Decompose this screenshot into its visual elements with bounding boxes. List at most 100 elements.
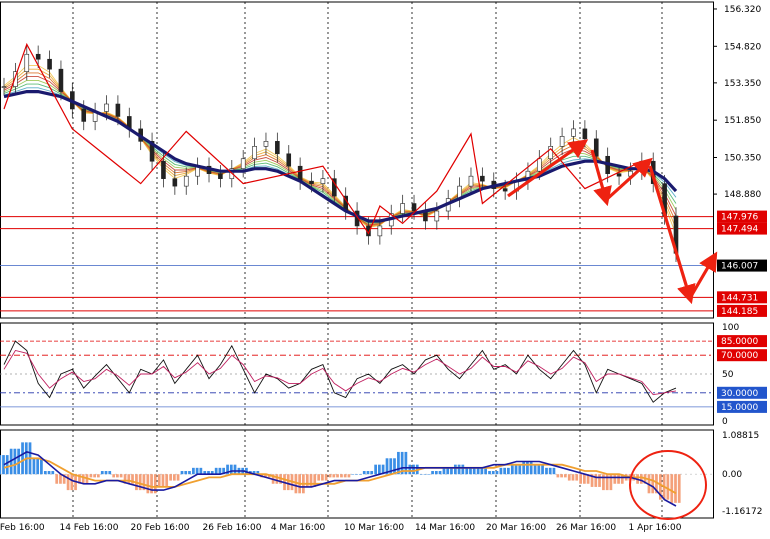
macd-bar-30-1 <box>343 474 347 478</box>
macd-bar-37-2 <box>427 474 431 475</box>
long-ma-line <box>3 90 678 223</box>
macd-bar-46-0 <box>522 461 526 475</box>
candle-body-15 <box>172 178 178 187</box>
time-label: 26 Feb 16:00 <box>202 523 261 533</box>
macd-bar-47-2 <box>541 464 544 475</box>
macd-bar-0-0 <box>0 455 2 475</box>
macd-tick-label: -1.16172 <box>722 507 762 517</box>
macd-bar-32-1 <box>366 471 370 475</box>
candle-body-42 <box>480 175 485 182</box>
macd-bar-51-0 <box>579 474 583 484</box>
macd-bar-3-1 <box>36 458 40 475</box>
macd-bar-52-2 <box>598 474 601 487</box>
macd-bar-21-2 <box>245 467 248 475</box>
level-tag-label: 144.731 <box>721 293 758 303</box>
macd-bar-18-1 <box>207 471 210 475</box>
macd-bar-20-1 <box>229 464 233 475</box>
macd-bar-46-1 <box>526 461 529 475</box>
macd-bar-45-2 <box>518 464 522 475</box>
level-tag-label: 147.976 <box>721 213 758 223</box>
macd-bar-44-0 <box>499 467 503 475</box>
macd-bar-30-2 <box>347 474 351 478</box>
trend-arrow-1 <box>590 149 612 207</box>
stoch-tag-label: 85.0000 <box>721 337 758 347</box>
candle-body-0 <box>1 86 7 88</box>
level-tag-label: 147.494 <box>721 225 758 235</box>
macd-bar-4-1 <box>47 471 51 475</box>
level-tag-bg-1 <box>717 222 767 235</box>
macd-bar-19-1 <box>218 467 222 475</box>
trend-annotations <box>507 139 718 520</box>
macd-bar-8-0 <box>89 474 93 478</box>
time-label: 10 Mar 16:00 <box>344 523 404 533</box>
ma-ribbon-3 <box>3 76 677 226</box>
time-axis: 0 Feb 16:00 14 Feb 16:00 20 Feb 16:00 26 Fe… <box>0 523 682 533</box>
trend-arrow-2 <box>604 157 653 202</box>
macd-bar-51-1 <box>583 474 586 484</box>
candle-body-4 <box>47 58 52 70</box>
macd-signal-line <box>3 457 677 495</box>
level-tag-bg-4 <box>717 304 767 317</box>
macd-bar-15-1 <box>172 474 176 481</box>
macd-bar-41-1 <box>469 467 472 475</box>
candle-body-44 <box>502 188 508 192</box>
macd-bar-53-2 <box>609 474 613 491</box>
macd-bar-28-2 <box>324 474 328 481</box>
macd-bar-16-1 <box>184 471 188 475</box>
macd-panel <box>0 442 713 507</box>
price-tick-label: 148.880 <box>724 190 761 200</box>
stoch-tick-label: 0 <box>722 417 728 427</box>
candle-body-36 <box>411 203 417 212</box>
candle-body-48 <box>548 146 554 160</box>
macd-bar-50-1 <box>571 474 575 481</box>
macd-bar-10-1 <box>116 474 119 478</box>
macd-bar-44-2 <box>507 467 510 475</box>
macd-bar-52-0 <box>590 474 594 487</box>
time-label: 26 Mar 16:00 <box>556 523 616 533</box>
macd-bar-54-1 <box>617 474 620 484</box>
macd-bar-39-2 <box>450 467 453 475</box>
macd-bar-53-1 <box>605 474 609 491</box>
price-tick-label: 156.320 <box>724 5 761 15</box>
macd-bar-7-0 <box>78 474 81 484</box>
candle-body-29 <box>332 178 337 197</box>
macd-bar-5-0 <box>55 474 59 484</box>
macd-bar-38-1 <box>434 471 438 475</box>
macd-bar-27-1 <box>309 474 313 487</box>
macd-bar-57-2 <box>655 474 658 494</box>
trend-arrow-3 <box>648 165 696 305</box>
macd-bar-22-2 <box>256 471 260 475</box>
macd-bar-9-0 <box>100 471 104 475</box>
candle-body-27 <box>309 180 314 184</box>
stoch-tag-bg-2 <box>717 349 767 362</box>
macd-bar-36-0 <box>408 464 412 475</box>
candle-body-22 <box>252 146 257 160</box>
candle-body-9 <box>104 103 109 112</box>
price-axis: 156.320 154.820 153.350 151.850 150.350 148.8… <box>713 5 767 517</box>
macd-bar-43-1 <box>491 471 495 475</box>
macd-bar-37-1 <box>423 474 427 475</box>
level-tag-bg-3 <box>717 291 767 304</box>
macd-bar-32-2 <box>370 471 374 475</box>
macd-bar-6-0 <box>66 474 70 491</box>
macd-bar-14-1 <box>161 474 165 487</box>
macd-bar-47-1 <box>537 464 541 475</box>
price-tick-label: 151.850 <box>724 116 761 126</box>
macd-bar-17-0 <box>192 467 195 475</box>
candle-body-54 <box>616 173 622 177</box>
level-tag-label: 146.007 <box>721 262 758 272</box>
macd-bar-34-1 <box>389 458 393 475</box>
macd-bar-59-2 <box>677 474 681 503</box>
macd-bar-54-0 <box>613 474 617 484</box>
candle-body-3 <box>35 53 41 60</box>
macd-bar-20-0 <box>226 464 229 475</box>
macd-bar-47-0 <box>533 464 537 475</box>
macd-bar-39-1 <box>446 467 450 475</box>
macd-bar-13-0 <box>146 474 150 494</box>
macd-bar-40-1 <box>457 464 461 475</box>
macd-bar-40-2 <box>461 464 465 475</box>
macd-bar-30-0 <box>340 474 343 478</box>
macd-bar-35-2 <box>404 451 408 475</box>
